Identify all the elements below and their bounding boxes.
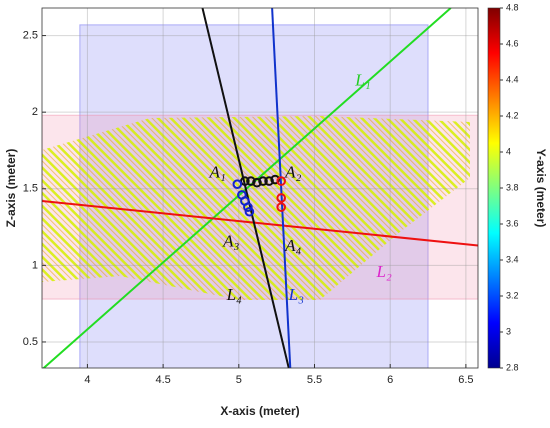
point: [270, 174, 280, 185]
x-tick-label: 6: [387, 374, 393, 386]
plot-frame: [41, 7, 479, 369]
lines: [42, 8, 478, 368]
colorbar-tick-label: 4.8: [506, 2, 519, 12]
colorbar-tick-label: 3: [506, 326, 511, 336]
colorbar-tick-label: 4.4: [506, 74, 519, 84]
annotation: A₃: [222, 231, 239, 250]
y-tick-label: 2.5: [23, 29, 38, 41]
colorbar-tick-label: 2.8: [506, 362, 519, 372]
point: [244, 206, 255, 217]
colorbar-tick-label: 4.2: [506, 110, 519, 120]
x-tick-label: 4.5: [155, 374, 170, 386]
colorbar-tick-label: 3.8: [506, 182, 519, 192]
x-tick-label: 6.5: [458, 374, 473, 386]
annotation: L₁: [354, 70, 370, 89]
point: [276, 193, 286, 203]
line: [271, 8, 292, 368]
y-tick-label: 1: [32, 259, 38, 271]
annotation: A₁: [208, 162, 225, 181]
x-tick-label: 5.5: [307, 374, 322, 386]
hatch-area: [42, 116, 470, 300]
point: [258, 176, 268, 186]
grid: [42, 8, 478, 368]
colorbar-tick-label: 3.2: [506, 290, 519, 300]
annotation: L₃: [288, 285, 304, 304]
point: [240, 176, 250, 186]
point: [243, 202, 253, 212]
annotation: A₄: [284, 236, 301, 255]
point: [246, 176, 256, 186]
point: [252, 177, 262, 188]
point: [276, 202, 286, 212]
x-tick-label: 4: [84, 374, 90, 386]
x-tick-label: 5: [236, 374, 242, 386]
y-tick-label: 0.5: [23, 336, 38, 348]
point: [276, 176, 286, 186]
x-axis-label: X-axis (meter): [220, 404, 299, 418]
point: [232, 179, 243, 189]
points: [232, 174, 286, 217]
annotation: L₂: [375, 262, 391, 281]
colorbar-tick-label: 4: [506, 146, 511, 156]
colorbar-label: Y-axis (meter): [534, 149, 548, 228]
line: [201, 8, 290, 368]
y-tick-label: 1.5: [23, 183, 38, 195]
line: [42, 200, 478, 247]
plot-area: [42, 8, 478, 368]
colorbar-tick-label: 3.6: [506, 218, 519, 228]
colorbar-tick-label: 4.6: [506, 38, 519, 48]
annotation: A₂: [284, 162, 301, 181]
colorbar-tick-label: 3.4: [506, 254, 519, 264]
annotation: L₄: [226, 285, 242, 304]
y-axis-label: Z-axis (meter): [4, 149, 18, 228]
y-tick-label: 2: [32, 106, 38, 118]
colorbar: [487, 7, 501, 369]
point: [264, 176, 274, 186]
